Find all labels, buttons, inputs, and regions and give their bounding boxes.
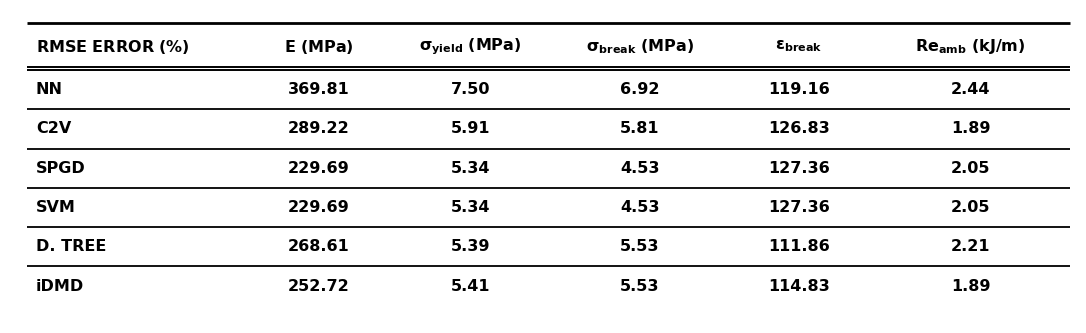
Text: 5.91: 5.91 (451, 121, 490, 137)
Text: 127.36: 127.36 (768, 200, 830, 215)
Text: D. TREE: D. TREE (36, 239, 106, 254)
Text: NN: NN (36, 82, 63, 97)
Text: 5.34: 5.34 (451, 200, 490, 215)
Text: 229.69: 229.69 (288, 161, 350, 176)
Text: $\bf{\sigma_{break}}$ $\bf{(MPa)}$: $\bf{\sigma_{break}}$ $\bf{(MPa)}$ (585, 37, 694, 56)
Text: 1.89: 1.89 (951, 278, 990, 294)
Text: 114.83: 114.83 (768, 278, 830, 294)
Text: 252.72: 252.72 (288, 278, 350, 294)
Text: 5.53: 5.53 (620, 239, 659, 254)
Text: $\bf{\sigma_{yield}}$ $\bf{(MPa)}$: $\bf{\sigma_{yield}}$ $\bf{(MPa)}$ (419, 36, 521, 57)
Text: 2.05: 2.05 (951, 161, 990, 176)
Text: 111.86: 111.86 (768, 239, 830, 254)
Text: 369.81: 369.81 (288, 82, 350, 97)
Text: 126.83: 126.83 (768, 121, 830, 137)
Text: 289.22: 289.22 (288, 121, 350, 137)
Text: 4.53: 4.53 (620, 161, 659, 176)
Text: 5.41: 5.41 (451, 278, 490, 294)
Text: 2.21: 2.21 (951, 239, 990, 254)
Text: $\bf{RMSE\ ERROR\ (\%)}$: $\bf{RMSE\ ERROR\ (\%)}$ (36, 38, 190, 56)
Text: SVM: SVM (36, 200, 76, 215)
Text: 229.69: 229.69 (288, 200, 350, 215)
Text: 127.36: 127.36 (768, 161, 830, 176)
Text: 5.81: 5.81 (620, 121, 659, 137)
Text: SPGD: SPGD (36, 161, 86, 176)
Text: $\bf{E\ (MPa)}$: $\bf{E\ (MPa)}$ (285, 38, 354, 56)
Text: 2.05: 2.05 (951, 200, 990, 215)
Text: 6.92: 6.92 (620, 82, 659, 97)
Text: 119.16: 119.16 (768, 82, 830, 97)
Text: iDMD: iDMD (36, 278, 84, 294)
Text: C2V: C2V (36, 121, 71, 137)
Text: 5.53: 5.53 (620, 278, 659, 294)
Text: 7.50: 7.50 (451, 82, 490, 97)
Text: $\bf{\varepsilon_{break}}$: $\bf{\varepsilon_{break}}$ (775, 39, 822, 55)
Text: $\bf{Re_{amb}}$ $\bf{(kJ/m)}$: $\bf{Re_{amb}}$ $\bf{(kJ/m)}$ (915, 37, 1026, 56)
Text: 268.61: 268.61 (288, 239, 350, 254)
Text: 1.89: 1.89 (951, 121, 990, 137)
Text: 2.44: 2.44 (951, 82, 990, 97)
Text: 5.39: 5.39 (451, 239, 490, 254)
Text: 4.53: 4.53 (620, 200, 659, 215)
Text: 5.34: 5.34 (451, 161, 490, 176)
